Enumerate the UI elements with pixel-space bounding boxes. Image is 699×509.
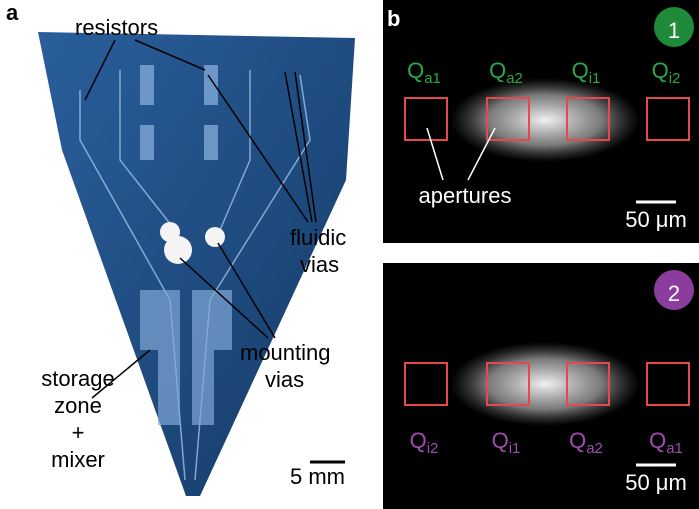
- panel-label: b: [387, 6, 400, 31]
- subscript: i1: [509, 440, 521, 457]
- q: Q: [649, 428, 666, 453]
- q: Q: [489, 58, 506, 83]
- glow: [450, 78, 640, 162]
- subscript: i1: [589, 70, 601, 87]
- figure: a resistors fluidic vias mounting vias s…: [0, 0, 699, 509]
- q: Q: [492, 428, 509, 453]
- callout: resistors: [75, 15, 158, 40]
- panel-label: a: [6, 0, 19, 25]
- q: Q: [652, 58, 669, 83]
- subscript: a1: [666, 440, 683, 457]
- callout: vias: [265, 367, 304, 392]
- scale-bar-label: 50 μm: [625, 207, 687, 232]
- subscript: a2: [506, 70, 523, 87]
- callout: +: [72, 420, 85, 445]
- callout: storage: [41, 366, 114, 391]
- q: Q: [569, 428, 586, 453]
- subscript: a1: [424, 70, 441, 87]
- glow: [450, 342, 640, 426]
- q: Q: [572, 58, 589, 83]
- callout: apertures: [419, 183, 512, 208]
- q: Q: [410, 428, 427, 453]
- badge-label: 2: [668, 281, 680, 306]
- subscript: i2: [669, 70, 681, 87]
- callout: fluidic: [290, 225, 346, 250]
- callout: vias: [300, 252, 339, 277]
- badge-label: 1: [668, 18, 680, 43]
- q: Q: [407, 58, 424, 83]
- subscript: i2: [427, 440, 439, 457]
- callout: mixer: [51, 447, 105, 472]
- scale-bar-label: 50 μm: [625, 470, 687, 495]
- scale-bar-label: 5 mm: [290, 464, 345, 489]
- subscript: a2: [586, 440, 603, 457]
- callout: mounting: [240, 340, 331, 365]
- callout: zone: [54, 393, 102, 418]
